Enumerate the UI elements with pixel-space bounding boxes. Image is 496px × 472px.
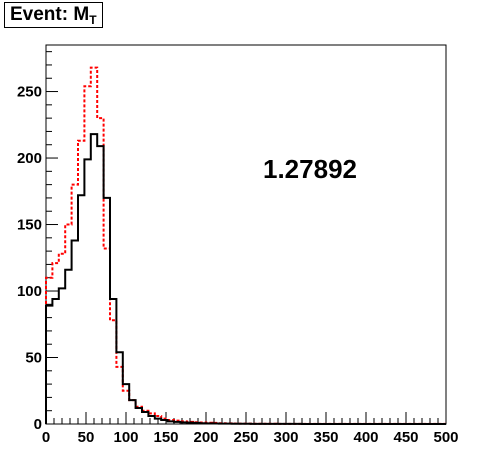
chart-title-subscript: T <box>89 13 97 27</box>
chart-title-main: Event: M <box>10 4 90 25</box>
solid-black-histogram <box>45 133 446 425</box>
x-tick-label: 150 <box>153 429 178 446</box>
x-tick-label: 300 <box>273 429 298 446</box>
y-tick-label: 50 <box>25 350 42 367</box>
annotation-value: 1.27892 <box>263 154 357 184</box>
axis-tick-labels: 0 50 100 150 200 250 300 350 400 450 500 0 50 100 150 2… <box>17 84 459 446</box>
y-tick-label: 100 <box>17 283 42 300</box>
x-tick-label: 50 <box>78 429 95 446</box>
x-tick-label: 350 <box>313 429 338 446</box>
y-tick-label: 200 <box>17 150 42 167</box>
chart-annotations: 1.27892 <box>263 154 357 184</box>
dashed-red-histogram <box>45 66 446 425</box>
y-tick-label: 250 <box>17 84 42 101</box>
x-tick-label: 250 <box>233 429 258 446</box>
x-tick-label: 500 <box>433 429 458 446</box>
plot-frame <box>45 44 447 425</box>
chart-title: Event: MT <box>4 2 103 28</box>
y-tick-label: 150 <box>17 217 42 234</box>
histogram-series <box>45 66 446 425</box>
x-tick-label: 0 <box>42 429 50 446</box>
x-tick-label: 200 <box>193 429 218 446</box>
x-tick-label: 400 <box>353 429 378 446</box>
x-tick-label: 100 <box>113 429 138 446</box>
axis-ticks <box>45 51 447 425</box>
y-tick-label: 0 <box>34 416 42 433</box>
x-tick-label: 450 <box>393 429 418 446</box>
